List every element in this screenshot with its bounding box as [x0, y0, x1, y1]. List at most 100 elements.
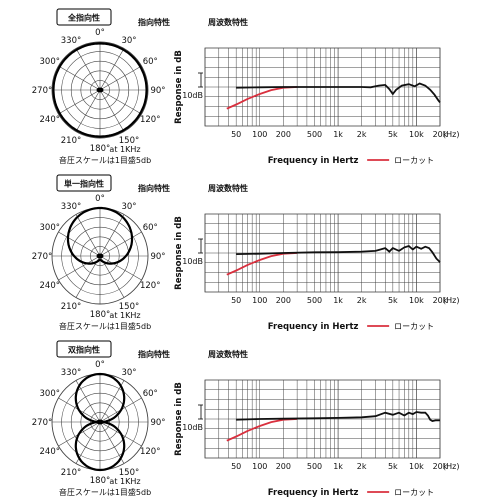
- x-tick-label: 1k: [333, 130, 343, 139]
- x-tick-label: 200: [276, 296, 291, 305]
- angle-label: 150°: [119, 302, 139, 312]
- polar-frequency-note: at 1KHz: [109, 477, 140, 486]
- angle-label: 120°: [140, 281, 160, 291]
- flat-response-curve: [236, 82, 441, 103]
- polar-pattern-curve: [52, 42, 148, 138]
- x-tick-label: 5k: [388, 462, 398, 471]
- x-unit-label: (Hz): [443, 462, 459, 471]
- flat-response-curve: [236, 244, 441, 263]
- angle-label: 90°: [150, 86, 165, 96]
- x-tick-label: 5k: [388, 130, 398, 139]
- angle-label: 300°: [40, 389, 60, 399]
- angle-label: 180°: [90, 476, 110, 486]
- flat-response-curve: [236, 411, 440, 423]
- angle-label: 210°: [61, 136, 81, 146]
- legend-label-lowcut: ローカット: [394, 322, 434, 331]
- polar-frequency-note: at 1KHz: [109, 145, 140, 154]
- freq-heading: 周波数特性: [208, 183, 248, 193]
- x-tick-label: 200: [276, 462, 291, 471]
- angle-label: 60°: [143, 389, 158, 399]
- db-scale-label: 10dB: [182, 91, 203, 100]
- x-tick-label: 100: [252, 296, 267, 305]
- pattern-block-omni: 全指向性 指向特性 周波数特性 0° 30° 60° 90° 120° 150° 180° 210°…: [32, 8, 459, 166]
- x-tick-label: 1k: [333, 462, 343, 471]
- polar-spoke: [58, 231, 101, 257]
- polar-spoke: [99, 421, 125, 464]
- angle-label: 330°: [61, 368, 81, 378]
- x-tick-label: 500: [307, 130, 322, 139]
- db-scale-label: 10dB: [182, 257, 203, 266]
- polar-scale-note: 音圧スケールは1目盛5db: [59, 155, 151, 165]
- angle-label: 240°: [40, 281, 60, 291]
- freq-heading: 周波数特性: [208, 17, 248, 27]
- angle-label: 270°: [32, 86, 52, 96]
- angle-label: 270°: [32, 418, 52, 428]
- x-unit-label: (Hz): [443, 130, 459, 139]
- freq-heading: 周波数特性: [208, 349, 248, 359]
- x-tick-label: 2k: [357, 462, 367, 471]
- angle-label: 210°: [61, 302, 81, 312]
- pattern-type-box: [56, 8, 112, 26]
- angle-label: 0°: [95, 360, 105, 370]
- legend-label-lowcut: ローカット: [394, 488, 434, 497]
- angle-label: 150°: [119, 136, 139, 146]
- angle-label: 270°: [32, 252, 52, 262]
- x-tick-label: 1k: [333, 296, 343, 305]
- pattern-block-cardioid: 単一指向性 指向特性 周波数特性 0° 30° 60° 90° 120° 150° 180° 210…: [32, 174, 459, 332]
- polar-spoke: [99, 48, 125, 91]
- x-tick-label: 500: [307, 296, 322, 305]
- angle-label: 240°: [40, 447, 60, 457]
- x-tick-label: 20k: [433, 130, 448, 139]
- pattern-block-figure8: 双指向性 指向特性 周波数特性 0° 30° 60° 90° 120° 150° 180° 210°…: [32, 340, 459, 498]
- polar-spoke: [75, 89, 101, 132]
- polar-frequency-note: at 1KHz: [109, 311, 140, 320]
- angle-label: 90°: [150, 252, 165, 262]
- angle-label: 30°: [121, 368, 136, 378]
- pattern-type-label: 単一指向性: [64, 179, 104, 189]
- x-axis-title: Frequency in Hertz: [268, 488, 359, 498]
- angle-label: 30°: [121, 36, 136, 46]
- pattern-type-label: 全指向性: [67, 13, 100, 23]
- polar-scale-note: 音圧スケールは1目盛5db: [59, 321, 151, 331]
- polar-spoke: [75, 48, 101, 91]
- y-axis-title: Response in dB: [174, 50, 184, 124]
- x-axis-title: Frequency in Hertz: [268, 156, 359, 166]
- angle-label: 180°: [90, 144, 110, 154]
- polar-spoke: [99, 89, 125, 132]
- pattern-heading: 指向特性: [138, 183, 170, 193]
- polar-spoke: [99, 380, 125, 423]
- x-tick-label: 20k: [433, 296, 448, 305]
- polar-spoke: [99, 65, 142, 91]
- angle-label: 60°: [143, 223, 158, 233]
- angle-label: 150°: [119, 468, 139, 478]
- y-axis-title: Response in dB: [174, 382, 184, 456]
- polar-spoke: [99, 255, 142, 281]
- x-unit-label: (Hz): [443, 296, 459, 305]
- y-axis-title: Response in dB: [174, 216, 184, 290]
- pattern-heading: 指向特性: [138, 17, 170, 27]
- polar-spoke: [58, 65, 101, 91]
- x-tick-label: 10k: [409, 462, 424, 471]
- polar-spoke: [75, 380, 101, 423]
- x-tick-label: 10k: [409, 130, 424, 139]
- x-tick-label: 50: [231, 462, 241, 471]
- polar-spoke: [75, 421, 101, 464]
- polar-scale-note: 音圧スケールは1目盛5db: [59, 487, 151, 497]
- x-tick-label: 50: [231, 296, 241, 305]
- angle-label: 120°: [140, 115, 160, 125]
- angle-label: 330°: [61, 36, 81, 46]
- mic-capsule-dot: [96, 87, 104, 93]
- angle-label: 300°: [40, 57, 60, 67]
- angle-label: 30°: [121, 202, 136, 212]
- x-tick-label: 500: [307, 462, 322, 471]
- polar-spoke: [58, 89, 101, 115]
- lowcut-response-curve: [226, 252, 298, 276]
- pattern-type-label: 双指向性: [68, 345, 100, 355]
- angle-label: 330°: [61, 202, 81, 212]
- polar-spoke: [58, 255, 101, 281]
- polar-spoke: [99, 89, 142, 115]
- lowcut-response-curve: [226, 418, 298, 442]
- angle-label: 210°: [61, 468, 81, 478]
- angle-label: 120°: [140, 447, 160, 457]
